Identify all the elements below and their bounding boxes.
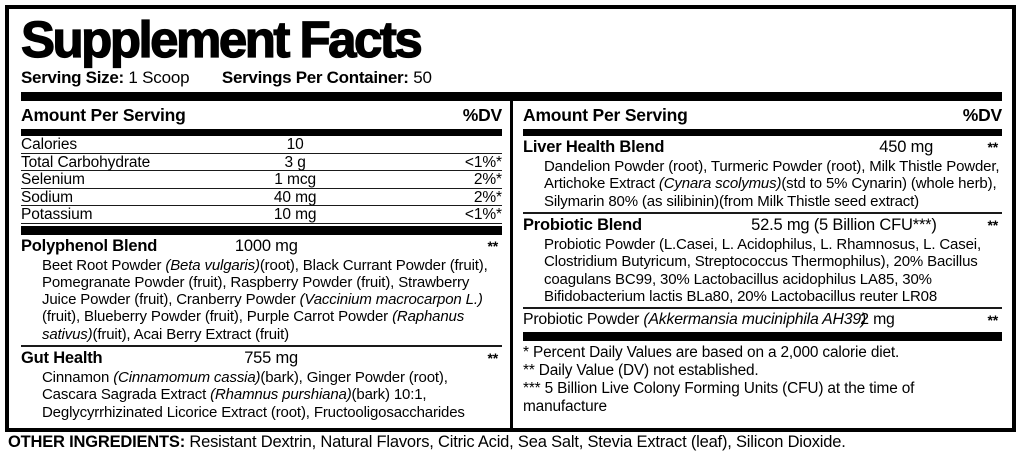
blend-amount: 1000 mg: [234, 236, 298, 255]
ingredient-text: (fruit), Acai Berry Extract (fruit): [92, 325, 289, 343]
ingredient-text: Probiotic Powder (L.Casei, L. Acidophilu…: [544, 235, 981, 305]
nutrient-amount: 10 mg: [273, 206, 317, 224]
blend-row-gut-health: Gut Health 755 mg **: [21, 347, 502, 368]
blend-amount: 755 mg: [244, 349, 299, 368]
blend-amount: 52.5 mg (5 Billion CFU***): [751, 215, 937, 234]
blend-dv: **: [987, 139, 999, 156]
nutrient-name: Potassium: [21, 206, 93, 224]
footnote-cfu: *** 5 Billion Live Colony Forming Units …: [523, 379, 915, 415]
other-ingredients-line: OTHER INGREDIENTS: Resistant Dextrin, Na…: [8, 433, 846, 452]
nutrient-dv: 2%*: [473, 188, 502, 206]
blend-name: Gut Health: [21, 349, 103, 368]
serving-size-label: Serving Size:: [21, 68, 124, 88]
blend-ingredients-gut-health: Cinnamon (Cinnamomum cassia)(bark), Ging…: [21, 368, 502, 423]
blend-row-liver-health: Liver Health Blend 450 mg **: [523, 136, 1002, 157]
facts-border-box: Supplement Facts Serving Size: 1 Scoop S…: [5, 5, 1016, 432]
blend-ingredients-probiotic: Probiotic Powder (L.Casei, L. Acidophilu…: [523, 235, 1002, 307]
thick-rule-left: [21, 225, 502, 235]
blend-ingredients-liver-health: Dandelion Powder (root), Turmeric Powder…: [523, 157, 1002, 212]
nutrient-latin-name: (Akkermansia muciniphila AH39): [643, 311, 866, 329]
blend-amount: 450 mg: [879, 138, 934, 157]
footnote-daily-values: * Percent Daily Values are based on a 2,…: [523, 344, 900, 362]
thin-rule: [523, 211, 1002, 214]
nutrient-row-selenium: Selenium 1 mcg 2%*: [21, 171, 502, 189]
nutrient-row-calories: Calories 10: [21, 136, 502, 154]
thick-rule-top: [21, 92, 1002, 102]
blend-name: Liver Health Blend: [523, 138, 665, 157]
amount-per-serving-heading: Amount Per Serving: [21, 105, 186, 126]
nutrient-row-potassium: Potassium 10 mg <1%*: [21, 206, 502, 224]
header-rule: [523, 129, 1002, 137]
dv-heading: %DV: [462, 105, 502, 126]
blend-dv: **: [987, 216, 999, 233]
nutrient-dv: <1%*: [464, 206, 502, 224]
nutrient-dv: **: [987, 312, 999, 329]
footnotes: * Percent Daily Values are based on a 2,…: [523, 344, 1002, 415]
serving-info: Serving Size: 1 Scoop Servings Per Conta…: [21, 68, 1002, 88]
nutrient-name: Probiotic Powder: [523, 311, 644, 329]
nutrient-name: Total Carbohydrate: [21, 153, 151, 171]
ingredient-latin: (Vaccinium macrocarpon L.): [299, 291, 483, 309]
left-column-header: Amount Per Serving %DV: [21, 101, 502, 129]
nutrient-name: Sodium: [21, 188, 73, 206]
blend-name: Probiotic Blend: [523, 215, 642, 234]
ingredient-text: Cinnamon: [42, 369, 114, 387]
ingredient-latin: (Cynara scolymus): [658, 175, 782, 193]
nutrient-dv: <1%*: [464, 153, 502, 171]
ingredient-latin: (Cinnamomum cassia): [113, 369, 261, 387]
ingredient-text: Beet Root Powder: [42, 256, 166, 274]
nutrient-amount: 10: [286, 136, 304, 154]
blend-name: Polyphenol Blend: [21, 236, 158, 255]
thin-rule: [21, 345, 502, 348]
nutrient-amount: 40 mg: [273, 188, 317, 206]
panel-title: Supplement Facts: [20, 11, 423, 68]
nutrient-amount: 2 mg: [860, 311, 895, 329]
ingredient-text: (root), Black Currant Powder (fruit), Po…: [42, 256, 488, 309]
left-column: Amount Per Serving %DV Calories 10 Total…: [21, 101, 513, 428]
row-probiotic-powder: Probiotic Powder (Akkermansia muciniphil…: [523, 309, 1002, 330]
nutrient-dv: 2%*: [473, 171, 502, 189]
blend-dv: **: [487, 350, 499, 367]
ingredient-text: (bark) 10:1, Deglycyrrhizinated Licorice…: [42, 386, 465, 421]
other-ingredients-label: OTHER INGREDIENTS:: [8, 433, 185, 451]
right-column: Amount Per Serving %DV Liver Health Blen…: [513, 101, 1002, 428]
right-column-header: Amount Per Serving %DV: [523, 101, 1002, 129]
nutrient-row-sodium: Sodium 40 mg 2%*: [21, 189, 502, 207]
nutrient-name: Selenium: [21, 171, 85, 189]
dv-heading: %DV: [962, 105, 1002, 126]
servings-per-container-label: Servings Per Container:: [221, 68, 409, 88]
ingredient-text: Dandelion Powder (root), Turmeric Powder…: [544, 158, 1000, 193]
blend-dv: **: [487, 237, 499, 254]
ingredient-text: (bark), Ginger Powder (root), Cascara Sa…: [42, 369, 448, 404]
nutrient-amount: 1 mcg: [274, 171, 317, 189]
serving-size-value: 1 Scoop: [128, 68, 190, 88]
nutrient-name: Calories: [21, 136, 78, 154]
nutrient-row-carbohydrate: Total Carbohydrate 3 g <1%*: [21, 154, 502, 172]
ingredient-text: (fruit), Blueberry Powder (fruit), Purpl…: [42, 308, 393, 326]
servings-per-container-value: 50: [413, 68, 432, 88]
ingredient-latin: (Rhamnus purshiana): [210, 386, 352, 404]
blend-row-probiotic: Probiotic Blend 52.5 mg (5 Billion CFU**…: [523, 214, 1002, 235]
amount-per-serving-heading: Amount Per Serving: [523, 105, 688, 126]
ingredient-latin: (Beta vulgaris): [165, 256, 260, 274]
ingredient-text: (std to 5% Cynarin) (whole herb), Silyma…: [544, 175, 997, 210]
thin-rule: [523, 307, 1002, 310]
header-rule: [21, 129, 502, 137]
two-column-area: Amount Per Serving %DV Calories 10 Total…: [21, 101, 1002, 428]
blend-row-polyphenol: Polyphenol Blend 1000 mg **: [21, 235, 502, 256]
blend-ingredients-polyphenol: Beet Root Powder (Beta vulgaris)(root), …: [21, 256, 502, 345]
ingredient-latin: (Raphanus sativus): [42, 308, 465, 343]
nutrient-amount: 3 g: [284, 153, 306, 171]
other-ingredients-text: Resistant Dextrin, Natural Flavors, Citr…: [185, 433, 846, 451]
thick-rule-right: [523, 332, 1002, 342]
footnote-dv-not-established: ** Daily Value (DV) not established.: [523, 361, 759, 379]
